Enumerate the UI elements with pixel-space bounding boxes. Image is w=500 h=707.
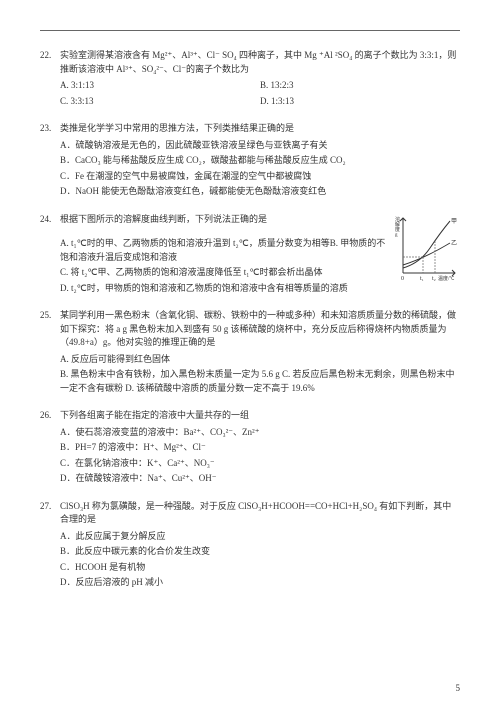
svg-text:t₁: t₁ <box>420 276 424 282</box>
option-a: A. t₁℃时的甲、乙两物质的饱和溶液升温到 t₂℃，质量分数变为相等B. 甲物… <box>60 237 389 264</box>
svg-text:度: 度 <box>395 226 400 233</box>
question-text: 根据下图所示的溶解度曲线判断，下列说法正确的是 A. t₁℃时的甲、乙两物质的饱… <box>60 213 389 296</box>
option-bcd: B. 黑色粉末中含有铁粉，加入黑色粉末质量一定为 5.6 g C. 若反应后黑色… <box>60 368 460 395</box>
option-b: B．此反应中碳元素的化合价发生改变 <box>60 545 460 559</box>
svg-text:温度/℃: 温度/℃ <box>438 275 454 282</box>
option-b: B．CaCO₃ 能与稀盐酸反应生成 CO₂，碳酸盐都能与稀盐酸反应生成 CO₂ <box>60 154 460 168</box>
option-d: D．反应后溶液的 pH 减小 <box>60 576 460 590</box>
curve-label-a: 甲 <box>451 218 457 225</box>
question-stem: 类推是化学学习中常用的思推方法，下列类推结果正确的是 <box>60 122 460 136</box>
option-c: C. 3:3:13 <box>60 95 260 109</box>
question-body: 实验室测得某溶液含有 Mg²⁺、Al³⁺、Cl⁻ SO₄ 四种离子，其中 Mg … <box>60 49 460 108</box>
question-27: 27. ClSO₃H 称为氯磺酸，是一种强酸。对于反应 ClSO₃H+HCOOH… <box>40 500 460 590</box>
question-number: 22. <box>40 49 60 108</box>
option-b: B. 13:2:3 <box>260 79 460 93</box>
solubility-graph: 甲 乙 溶 解 度 g 0 t₁ t₂ 温度/℃ <box>395 213 460 283</box>
page-number: 5 <box>456 682 461 696</box>
question-22: 22. 实验室测得某溶液含有 Mg²⁺、Al³⁺、Cl⁻ SO₄ 四种离子，其中… <box>40 49 460 108</box>
question-stem: 实验室测得某溶液含有 Mg²⁺、Al³⁺、Cl⁻ SO₄ 四种离子，其中 Mg … <box>60 49 460 76</box>
option-b: B．PH=7 的溶液中：H⁺、Mg²⁺、Cl⁻ <box>60 441 460 455</box>
option-a: A．使石蕊溶液变蓝的溶液中：Ba²⁺、CO₃²⁻、Zn²⁺ <box>60 426 460 440</box>
question-number: 24. <box>40 213 60 296</box>
question-26: 26. 下列各组离子能在指定的溶液中大量共存的一组 A．使石蕊溶液变蓝的溶液中：… <box>40 409 460 486</box>
svg-text:t₂: t₂ <box>432 276 436 282</box>
option-c: C．Fe 在潮湿的空气中易被腐蚀，金属在潮湿的空气中都被腐蚀 <box>60 170 460 184</box>
question-body: ClSO₃H 称为氯磺酸，是一种强酸。对于反应 ClSO₃H+HCOOH==CO… <box>60 500 460 590</box>
options-row: A. 3:1:13 B. 13:2:3 <box>60 79 460 93</box>
question-stem: 某同学利用一黑色粉末（含氧化铜、碳粉、铁粉中的一种或多种）和未知溶质质量分数的稀… <box>60 309 460 350</box>
question-24: 24. 根据下图所示的溶解度曲线判断，下列说法正确的是 A. t₁℃时的甲、乙两… <box>40 213 460 296</box>
question-body: 根据下图所示的溶解度曲线判断，下列说法正确的是 A. t₁℃时的甲、乙两物质的饱… <box>60 213 460 296</box>
question-body: 下列各组离子能在指定的溶液中大量共存的一组 A．使石蕊溶液变蓝的溶液中：Ba²⁺… <box>60 409 460 486</box>
curve-label-b: 乙 <box>451 240 457 247</box>
question-number: 27. <box>40 500 60 590</box>
option-c: C．HCOOH 是有机物 <box>60 561 460 575</box>
option-d: D. 1:3:13 <box>260 95 460 109</box>
option-a: A．硫酸钠溶液是无色的，因此硫酸亚铁溶液呈绿色与亚铁离子有关 <box>60 139 460 153</box>
question-body: 类推是化学学习中常用的思推方法，下列类推结果正确的是 A．硫酸钠溶液是无色的，因… <box>60 122 460 199</box>
question-number: 23. <box>40 122 60 199</box>
option-d: D．NaOH 能使无色酚酞溶液变红色，碱都能使无色酚酞溶液变红色 <box>60 185 460 199</box>
question-stem: ClSO₃H 称为氯磺酸，是一种强酸。对于反应 ClSO₃H+HCOOH==CO… <box>60 500 460 527</box>
question-stem: 下列各组离子能在指定的溶液中大量共存的一组 <box>60 409 460 423</box>
option-d: D. t₂℃时，甲物质的饱和溶液和乙物质的饱和溶液中含有相等质量的溶质 <box>60 282 389 296</box>
question-23: 23. 类推是化学学习中常用的思推方法，下列类推结果正确的是 A．硫酸钠溶液是无… <box>40 122 460 199</box>
option-a: A. 3:1:13 <box>60 79 260 93</box>
options-row: C. 3:3:13 D. 1:3:13 <box>60 95 460 109</box>
question-number: 25. <box>40 309 60 395</box>
question-body: 某同学利用一黑色粉末（含氧化铜、碳粉、铁粉中的一种或多种）和未知溶质质量分数的稀… <box>60 309 460 395</box>
question-number: 26. <box>40 409 60 486</box>
question-stem: 根据下图所示的溶解度曲线判断，下列说法正确的是 <box>60 213 389 227</box>
svg-text:0: 0 <box>401 276 404 282</box>
option-c: C．在氯化钠溶液中：K⁺、Ca²⁺、NO₃⁻ <box>60 457 460 471</box>
question-25: 25. 某同学利用一黑色粉末（含氧化铜、碳粉、铁粉中的一种或多种）和未知溶质质量… <box>40 309 460 395</box>
top-divider <box>40 30 460 31</box>
option-a: A. 反应后可能得到红色固体 <box>60 353 460 367</box>
option-d: D．在硫酸铵溶液中：Na⁺、Cu²⁺、OH⁻ <box>60 472 460 486</box>
svg-text:溶: 溶 <box>395 216 400 223</box>
option-a: A．此反应属于复分解反应 <box>60 530 460 544</box>
option-c: C. 将 t₂℃甲、乙两物质的饱和溶液温度降低至 t₁℃时都会析出晶体 <box>60 266 389 280</box>
svg-text:g: g <box>395 233 398 238</box>
svg-text:解: 解 <box>395 221 400 228</box>
